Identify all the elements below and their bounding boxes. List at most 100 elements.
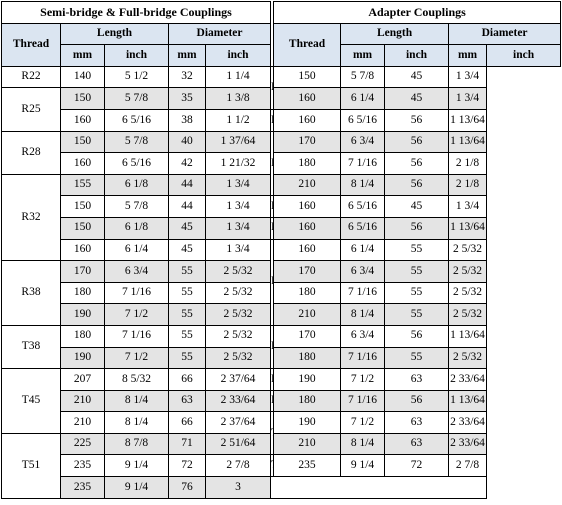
left-thread-cell: R22 xyxy=(1,65,61,89)
left-length-inch-cell: 6 5/16 xyxy=(104,152,169,175)
left-length-inch-cell: 5 7/8 xyxy=(104,195,169,218)
right-diameter-mm-cell: 63 xyxy=(384,432,450,456)
left-diameter-mm-cell: 66 xyxy=(168,411,206,434)
left-length-inch-cell: 6 1/8 xyxy=(104,216,169,240)
right-length-mm-cell: 190 xyxy=(273,411,342,434)
left-length-mm-cell: 235 xyxy=(60,476,105,499)
right-length-mm-cell: 180 xyxy=(273,389,342,413)
left-length-inch-cell: 5 1/2 xyxy=(104,65,169,89)
left-thread-cell: R25 xyxy=(1,87,61,132)
right-length-inch-cell: 5 7/8 xyxy=(340,65,386,89)
right-length-mm-cell: 170 xyxy=(273,130,342,154)
right-diameter-inch-cell: 1 13/64 xyxy=(448,324,488,348)
left-diameter-mm-cell: 32 xyxy=(168,65,206,89)
left-length-inch-cell: 6 1/4 xyxy=(104,238,169,262)
left-diameter-inch-cell: 1 3/4 xyxy=(204,195,272,218)
left-thread-header: Thread xyxy=(1,22,61,67)
left-diameter-inch-cell: 2 7/8 xyxy=(204,454,272,478)
left-length-mm-cell: 160 xyxy=(60,238,105,262)
left-thread-cell: T38 xyxy=(1,324,61,370)
right-length-inch-header: inch xyxy=(384,44,450,67)
right-length-mm-cell: 210 xyxy=(273,432,342,456)
right-diameter-mm-cell: 56 xyxy=(384,324,450,348)
left-length-mm-cell: 160 xyxy=(60,108,105,132)
left-diameter-mm-cell: 44 xyxy=(168,173,206,197)
right-length-mm-cell: 180 xyxy=(273,152,342,175)
right-thread-header: Thread xyxy=(273,22,342,67)
right-length-inch-cell: 7 1/16 xyxy=(340,389,386,413)
left-diameter-mm-cell: 55 xyxy=(168,303,206,326)
left-length-inch-cell: 8 5/32 xyxy=(104,368,169,391)
right-length-mm-cell: 210 xyxy=(273,173,342,197)
right-diameter-mm-cell: 55 xyxy=(384,260,450,283)
left-length-inch-cell: 5 7/8 xyxy=(104,87,169,110)
right-diameter-mm-header: mm xyxy=(448,44,488,67)
right-diameter-mm-cell: 63 xyxy=(384,368,450,391)
left-diameter-mm-cell: 55 xyxy=(168,324,206,348)
left-diameter-mm-header: mm xyxy=(168,44,206,67)
right-length-inch-cell: 6 1/4 xyxy=(340,87,386,110)
left-thread-cell: T51 xyxy=(1,432,61,499)
left-length-mm-cell: 190 xyxy=(60,346,105,370)
right-diameter-inch-cell: 2 1/8 xyxy=(448,173,488,197)
right-diameter-inch-cell: 1 3/4 xyxy=(448,65,488,89)
left-diameter-inch-cell: 1 21/32 xyxy=(204,152,272,175)
left-length-inch-cell: 6 1/8 xyxy=(104,173,169,197)
left-length-mm-cell: 150 xyxy=(60,87,105,110)
left-length-mm-cell: 207 xyxy=(60,368,105,391)
table-row: 160 6 5/16 42 1 21/32 180 7 1/16 56 2 1/8 xyxy=(2,152,561,175)
left-length-mm-cell: 155 xyxy=(60,173,105,197)
right-diameter-inch-cell: 2 7/8 xyxy=(448,454,488,478)
left-diameter-inch-cell: 1 3/4 xyxy=(204,216,272,240)
right-diameter-mm-cell: 56 xyxy=(384,389,450,413)
right-diameter-inch-cell: 1 13/64 xyxy=(448,389,488,413)
left-length-inch-cell: 7 1/16 xyxy=(104,281,169,305)
right-diameter-header: Diameter xyxy=(448,22,562,46)
left-length-inch-cell: 6 5/16 xyxy=(104,108,169,132)
left-diameter-mm-cell: 42 xyxy=(168,152,206,175)
right-diameter-mm-cell: 56 xyxy=(384,108,450,132)
left-thread-cell: R38 xyxy=(1,260,61,326)
right-length-mm-cell: 235 xyxy=(273,454,342,478)
right-diameter-inch-cell: 2 5/32 xyxy=(448,303,488,326)
left-diameter-inch-cell: 2 5/32 xyxy=(204,260,272,283)
left-length-mm-cell: 140 xyxy=(60,65,105,89)
right-length-inch-cell: 7 1/16 xyxy=(340,281,386,305)
right-diameter-inch-cell: 1 13/64 xyxy=(448,108,488,132)
left-diameter-mm-cell: 44 xyxy=(168,195,206,218)
right-diameter-mm-cell: 55 xyxy=(384,303,450,326)
right-diameter-mm-cell: 72 xyxy=(384,454,450,478)
right-length-mm-cell: 150 xyxy=(273,65,342,89)
right-length-inch-cell: 7 1/2 xyxy=(340,411,386,434)
right-length-mm-cell: 160 xyxy=(273,216,342,240)
left-length-inch-cell: 5 7/8 xyxy=(104,130,169,154)
right-diameter-mm-cell: 55 xyxy=(384,346,450,370)
left-diameter-inch-cell: 1 1/2 xyxy=(204,108,272,132)
left-length-mm-cell: 225 xyxy=(60,432,105,456)
table-row: 190 7 1/2 55 2 5/32 210 8 1/4 55 2 5/32 xyxy=(2,303,561,326)
left-length-inch-cell: 7 1/16 xyxy=(104,324,169,348)
right-length-mm-cell: 160 xyxy=(273,108,342,132)
right-length-mm-cell: 160 xyxy=(273,238,342,262)
right-diameter-mm-cell: 55 xyxy=(384,281,450,305)
left-diameter-inch-cell: 2 51/64 xyxy=(204,432,272,456)
left-length-header: Length xyxy=(60,22,169,46)
left-diameter-mm-cell: 71 xyxy=(168,432,206,456)
right-diameter-mm-cell: 45 xyxy=(384,65,450,89)
left-diameter-inch-cell: 2 5/32 xyxy=(204,303,272,326)
left-diameter-mm-cell: 35 xyxy=(168,87,206,110)
left-length-mm-cell: 180 xyxy=(60,324,105,348)
left-length-inch-cell: 8 7/8 xyxy=(104,432,169,456)
right-length-inch-cell: 6 3/4 xyxy=(340,130,386,154)
left-diameter-inch-cell: 2 33/64 xyxy=(204,389,272,413)
left-diameter-inch-cell: 1 3/8 xyxy=(204,87,272,110)
left-length-mm-cell: 150 xyxy=(60,195,105,218)
right-length-inch-cell: 6 3/4 xyxy=(340,260,386,283)
table-row: 190 7 1/2 55 2 5/32 180 7 1/16 55 2 5/32 xyxy=(2,346,561,370)
right-length-mm-cell: 180 xyxy=(273,346,342,370)
